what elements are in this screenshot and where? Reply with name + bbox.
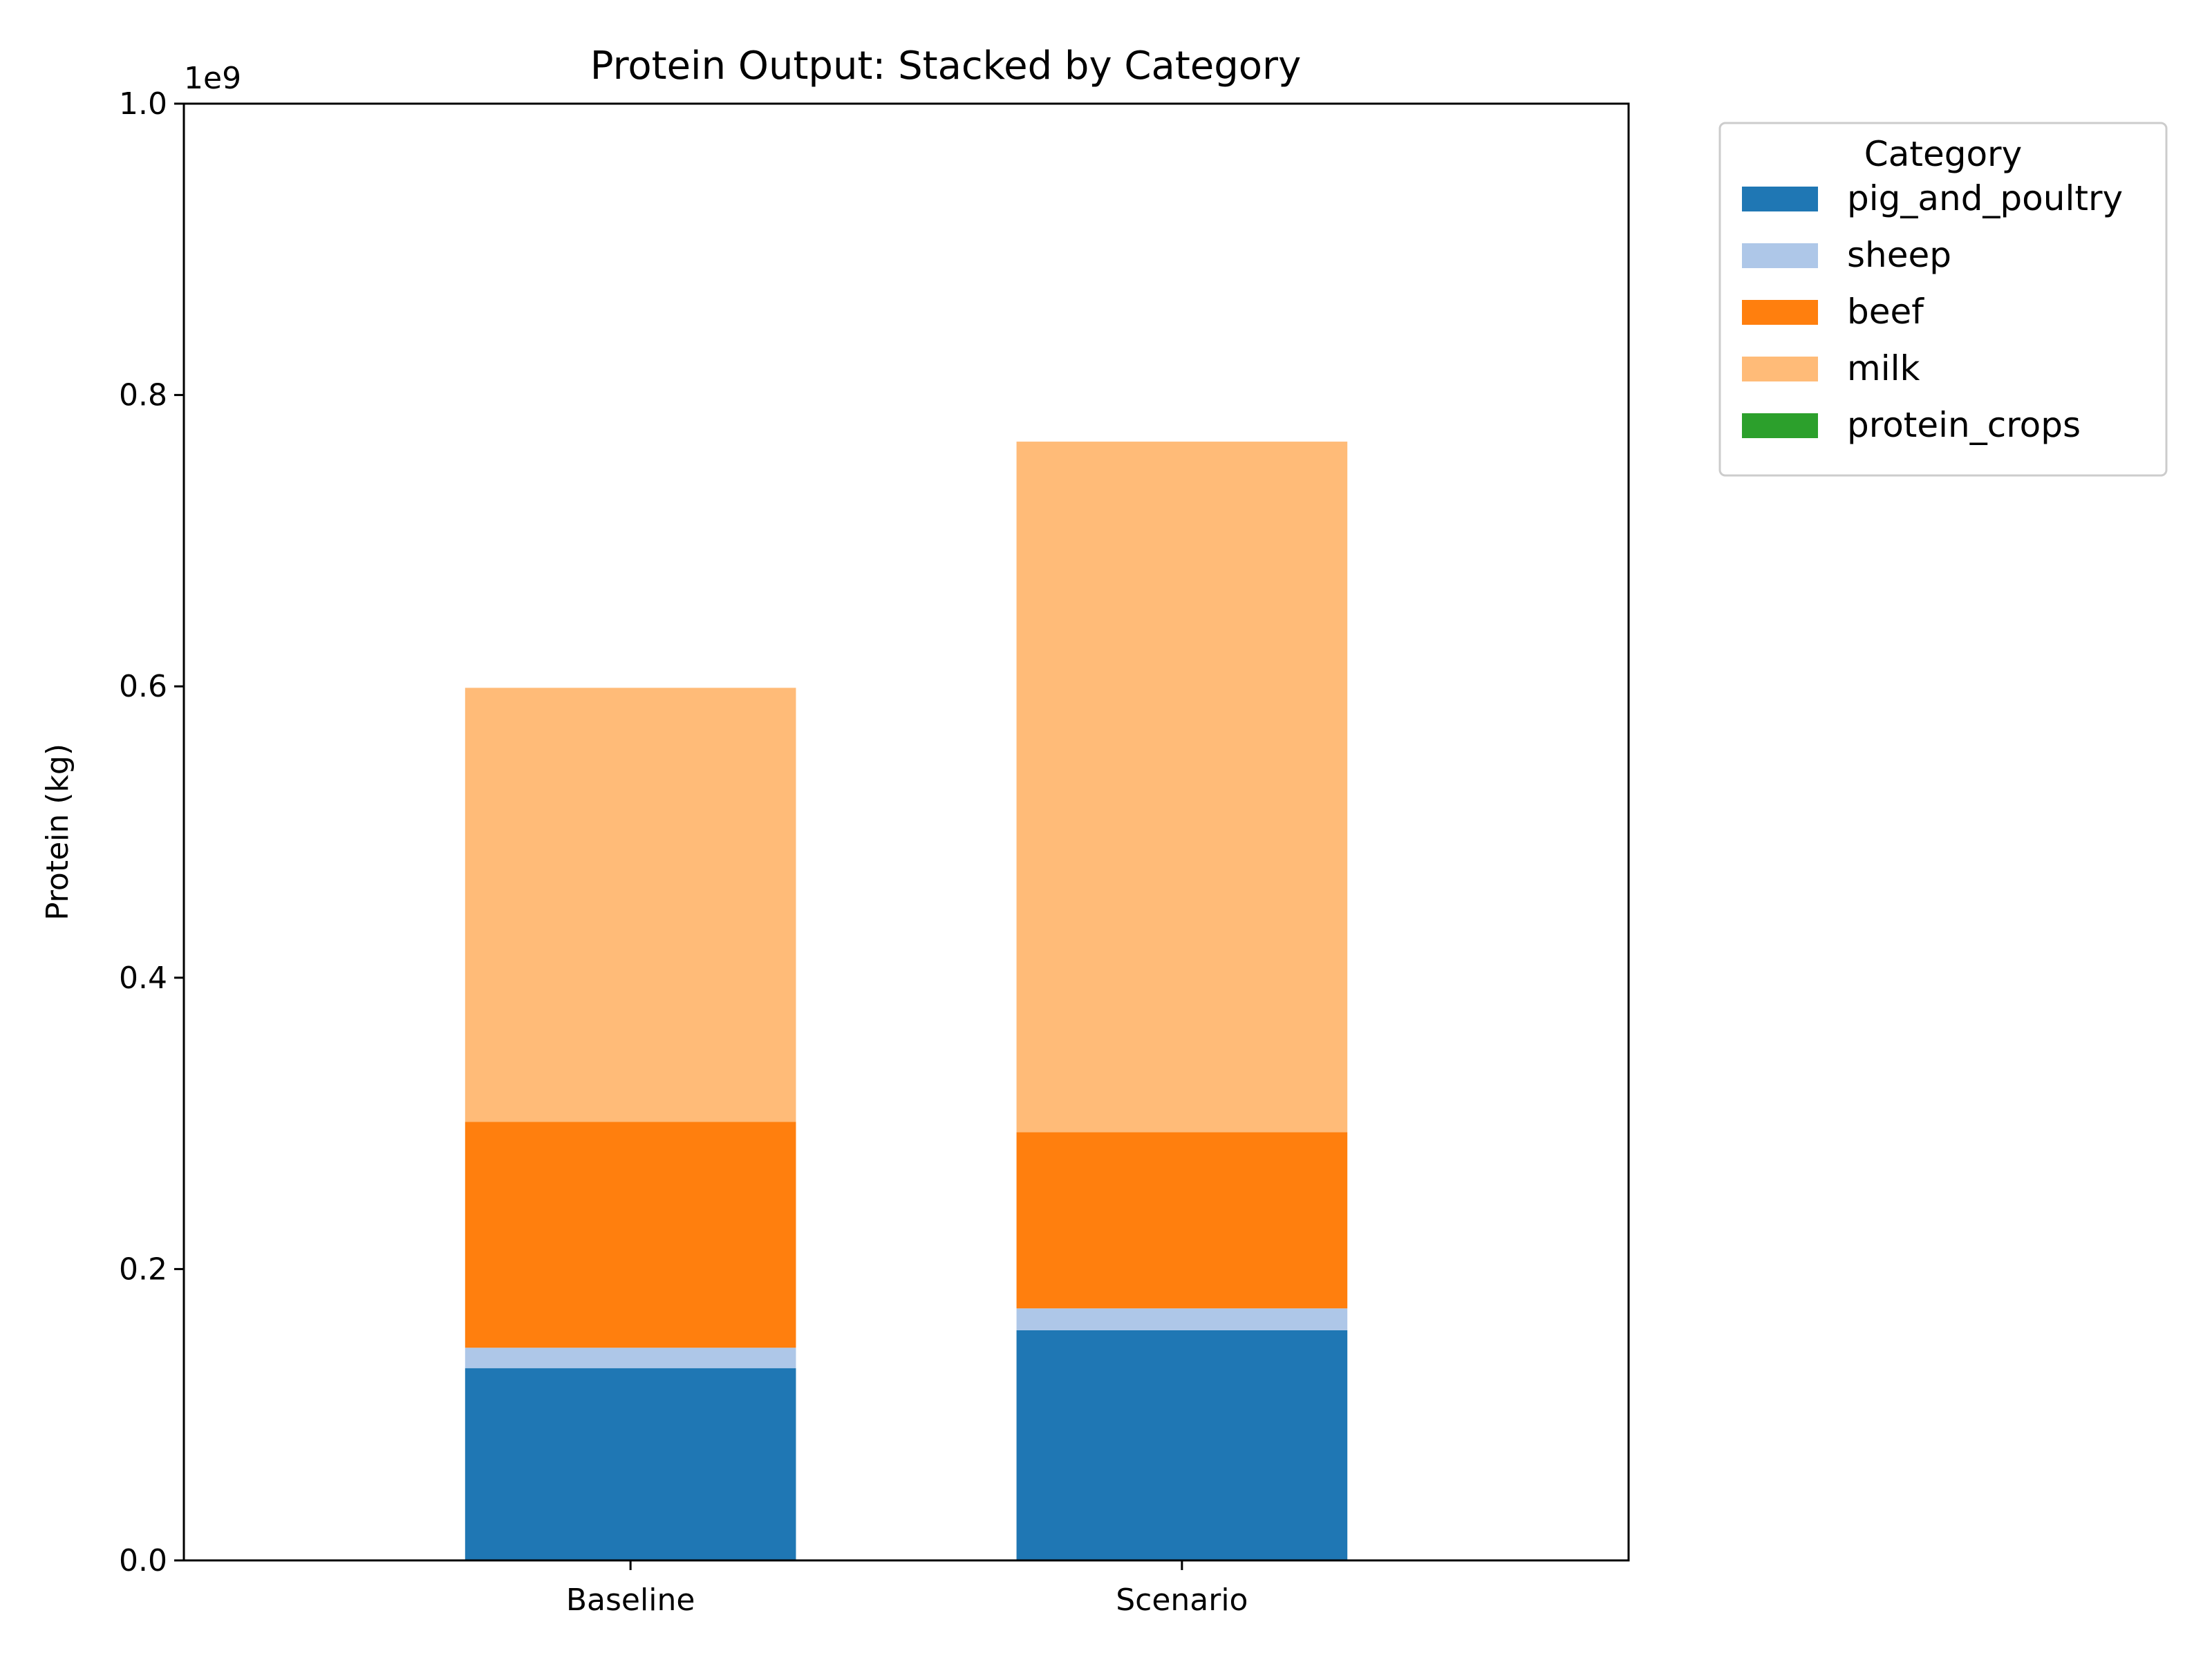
y-axis-label: Protein (kg) (40, 744, 75, 920)
legend-swatch-protein_crops (1742, 413, 1818, 438)
y-tick-label: 0.4 (119, 961, 167, 996)
legend-label-milk: milk (1847, 348, 1920, 388)
y-axis-offset-text: 1e9 (184, 61, 241, 96)
bar-segment-sheep-scenario (1016, 1308, 1348, 1330)
legend-swatch-pig_and_poultry (1742, 187, 1818, 211)
y-tick-label: 0.0 (119, 1543, 167, 1578)
y-tick-label: 0.2 (119, 1252, 167, 1287)
bar-segment-milk-scenario (1016, 442, 1348, 1133)
legend-label-protein_crops: protein_crops (1847, 405, 2081, 445)
legend-label-beef: beef (1847, 292, 1924, 332)
x-tick-label: Baseline (566, 1583, 695, 1618)
bar-segment-pig_and_poultry-baseline (465, 1368, 796, 1560)
bars-layer (465, 442, 1348, 1560)
legend-label-sheep: sheep (1847, 235, 1951, 275)
y-axis: 0.0 0.2 0.4 0.6 0.8 1.0 (119, 86, 184, 1578)
legend-swatch-beef (1742, 300, 1818, 325)
bar-segment-sheep-baseline (465, 1348, 796, 1368)
bar-segment-beef-baseline (465, 1122, 796, 1348)
legend-label-pig_and_poultry: pig_and_poultry (1847, 178, 2123, 218)
y-tick-label: 1.0 (119, 86, 167, 122)
bar-segment-beef-scenario (1016, 1132, 1348, 1309)
legend-swatch-milk (1742, 357, 1818, 381)
legend-swatch-sheep (1742, 243, 1818, 268)
plot-frame (182, 102, 1630, 1562)
x-tick-label: Scenario (1116, 1583, 1248, 1618)
legend-title: Category (1864, 134, 2022, 174)
bar-segment-pig_and_poultry-scenario (1016, 1330, 1348, 1560)
chart-title: Protein Output: Stacked by Category (590, 44, 1301, 88)
legend-frame (1718, 122, 2168, 477)
y-tick-label: 0.8 (119, 378, 167, 413)
x-axis: Baseline Scenario (566, 1560, 1248, 1618)
bar-segment-milk-baseline (465, 688, 796, 1122)
y-tick-label: 0.6 (119, 669, 167, 704)
